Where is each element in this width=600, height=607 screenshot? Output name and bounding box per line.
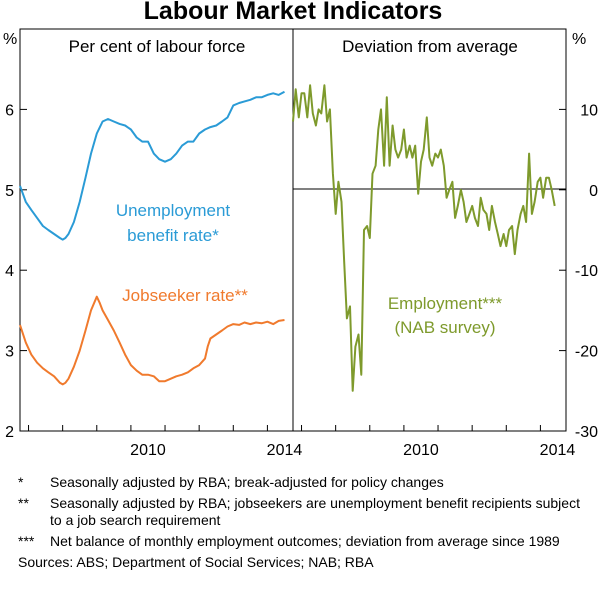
sources-line: Sources: ABS; Department of Social Servi… <box>18 554 374 570</box>
unemployment-benefit-rate-line <box>19 90 285 241</box>
left-ytick-label: 4 <box>5 263 14 280</box>
unemployment-label-line1: Unemployment <box>116 201 231 220</box>
left-axis-unit: % <box>3 31 17 48</box>
chart-title: Labour Market Indicators <box>144 0 443 25</box>
chart-notes: * Seasonally adjusted by RBA; break-adju… <box>18 474 588 571</box>
right-ytick-label: -30 <box>575 424 598 441</box>
left-panel-title: Per cent of labour force <box>69 37 246 56</box>
right-ytick-label: -10 <box>575 263 598 280</box>
note-2-marker: ** <box>18 495 29 511</box>
jobseeker-rate-line <box>19 295 285 386</box>
employment-nab-line <box>292 84 556 392</box>
employment-label-line1: Employment*** <box>388 294 503 313</box>
series-lines <box>19 84 556 392</box>
chart-figure: Labour Market Indicators Per cent of lab… <box>3 0 598 459</box>
left-ytick-label: 6 <box>5 102 14 119</box>
note-2-text: Seasonally adjusted by RBA; jobseekers a… <box>50 495 580 528</box>
xtick-label: 2010 <box>403 442 439 459</box>
jobseeker-label: Jobseeker rate** <box>122 286 248 305</box>
unemployment-label-line2: benefit rate* <box>127 226 219 245</box>
note-3-marker: *** <box>18 533 35 549</box>
note-3: *** Net balance of monthly employment ou… <box>18 533 588 550</box>
right-ytick-label: -20 <box>575 344 598 361</box>
xtick-label: 2014 <box>540 442 576 459</box>
right-ytick-label: 10 <box>580 102 598 119</box>
xtick-label: 2010 <box>130 442 166 459</box>
left-ytick-label: 2 <box>5 424 14 441</box>
note-1: * Seasonally adjusted by RBA; break-adju… <box>18 474 588 491</box>
left-ytick-label: 3 <box>5 344 14 361</box>
right-axis-unit: % <box>572 31 586 48</box>
left-ytick-label: 5 <box>5 183 14 200</box>
note-1-text: Seasonally adjusted by RBA; break-adjust… <box>50 474 444 490</box>
xtick-label: 2014 <box>267 442 303 459</box>
note-1-marker: * <box>18 474 24 490</box>
right-panel-title: Deviation from average <box>342 37 518 56</box>
note-2: ** Seasonally adjusted by RBA; jobseeker… <box>18 495 588 529</box>
employment-label-line2: (NAB survey) <box>394 318 495 337</box>
right-ytick-label: 0 <box>589 183 598 200</box>
note-3-text: Net balance of monthly employment outcom… <box>50 533 560 549</box>
